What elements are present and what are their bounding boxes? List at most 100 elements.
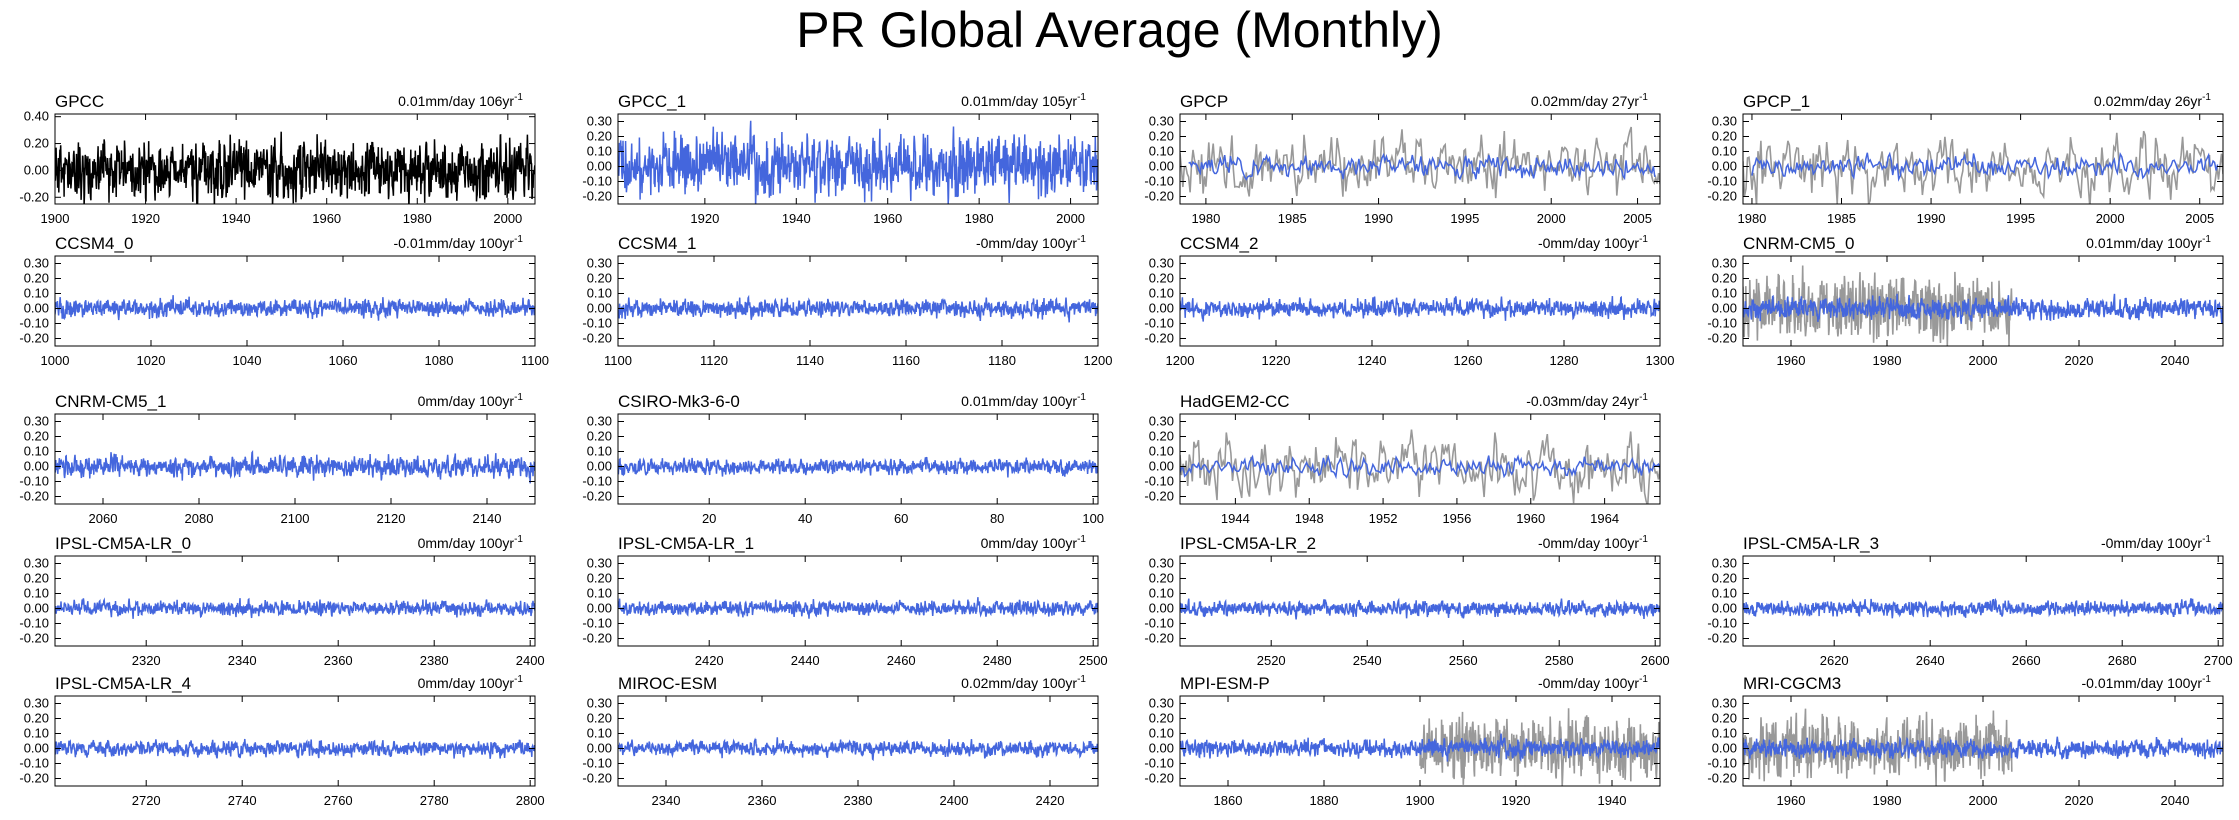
y-tick-label: 0.10 [1712,586,1737,601]
plot-frame [1179,413,1661,505]
x-tick-label: 2440 [791,653,820,668]
x-tick-label: 1240 [1358,353,1387,368]
y-tick-label: 0.30 [1149,696,1174,711]
trend-value: 0.02mm/day 26yr [2094,93,2202,109]
trend-value: -0.01mm/day 100yr [2081,675,2202,691]
panel-trend: -0.01mm/day 100yr-1 [2081,674,2211,691]
y-tick-label: -0.20 [1144,631,1174,646]
x-tick-label: 2460 [887,653,916,668]
y-tick-label: -0.10 [1707,756,1737,771]
panel-title: CCSM4_1 [618,234,696,253]
x-tick-label: 2000 [1537,211,1566,226]
x-tick-label: 60 [894,511,908,526]
x-tick-label: 1940 [782,211,811,226]
x-tick-label: 1100 [521,353,549,368]
plot-frame [617,555,1099,647]
x-tick-label: 1960 [1777,793,1806,808]
y-tick-label: 0.00 [587,301,612,316]
y-tick-label: 0.00 [24,301,49,316]
panel-title: CNRM-CM5_0 [1743,234,1854,253]
x-tick-label: 1260 [1454,353,1483,368]
series-line-model-ipsl-cm5a-lr-2 [1180,597,1660,620]
panel-title: MIROC-ESM [618,674,717,693]
trend-exponent: -1 [1639,534,1648,545]
series-line-model-gpcp [1188,152,1656,181]
panel-csiro-mk3-6-0: 0.300.200.100.00-0.10-0.20 20 40 60 80 100 CSI… [582,392,1104,526]
series-line-model-gpcp-1 [1751,151,2219,182]
panel-title: IPSL-CM5A-LR_4 [55,674,191,693]
y-tick-label: 0.30 [587,556,612,571]
y-tick-label: 0.00 [24,741,49,756]
x-tick-label: 1860 [1214,793,1243,808]
x-tick-label: 2540 [1353,653,1382,668]
panel-ccsm4-2: 0.300.200.100.00-0.10-0.20 1200 1220 1240 12… [1144,234,1674,368]
x-tick-label: 2420 [695,653,724,668]
trend-value: 0mm/day 100yr [418,675,515,691]
trend-exponent: -1 [514,234,523,245]
x-tick-label: 1990 [1917,211,1946,226]
trend-exponent: -1 [1077,534,1086,545]
y-tick-label: 0.20 [1149,571,1174,586]
panel-trend: -0.01mm/day 100yr-1 [393,234,523,251]
plot-frame [617,255,1099,347]
y-tick-label: 0.00 [1712,741,1737,756]
x-tick-label: 2520 [1257,653,1286,668]
x-tick-label: 1920 [131,211,160,226]
y-tick-label: 0.20 [1149,429,1174,444]
x-tick-label: 2320 [132,653,161,668]
x-tick-label: 1080 [425,353,454,368]
panel-trend: 0.01mm/day 106yr-1 [398,92,523,109]
x-tick-label: 2400 [516,653,545,668]
plot-frame [617,695,1099,787]
x-tick-label: 2620 [1820,653,1849,668]
trend-value: 0mm/day 100yr [981,535,1078,551]
x-tick-label: 2000 [1969,353,1998,368]
y-tick-label: -0.20 [582,331,612,346]
trend-value: -0.03mm/day 24yr [1526,393,1639,409]
y-tick-label: -0.10 [582,174,612,189]
y-tick-label: 0.00 [24,162,49,177]
series-line-model-miroc-esm [618,737,1098,762]
panel-title: CCSM4_2 [1180,234,1258,253]
y-tick-label: 0.10 [1149,726,1174,741]
y-tick-label: -0.10 [582,616,612,631]
panel-trend: -0mm/day 100yr-1 [976,234,1086,251]
y-tick-label: -0.10 [582,474,612,489]
y-tick-label: 0.00 [1149,159,1174,174]
x-tick-label: 2680 [2108,653,2137,668]
panel-title: GPCP_1 [1743,92,1810,111]
x-tick-label: 2060 [89,511,118,526]
x-tick-label: 2560 [1449,653,1478,668]
series-line-model-gpcc-1 [618,120,1098,204]
y-tick-label: 0.30 [1149,256,1174,271]
x-tick-label: 1960 [312,211,341,226]
y-tick-label: 0.00 [1149,741,1174,756]
x-tick-label: 2000 [493,211,522,226]
y-tick-label: -0.20 [582,771,612,786]
y-tick-label: -0.10 [19,756,49,771]
trend-exponent: -1 [514,92,523,103]
y-tick-label: 0.00 [1149,301,1174,316]
y-tick-label: -0.10 [1707,316,1737,331]
y-tick-label: -0.10 [1707,616,1737,631]
y-tick-label: 0.10 [24,586,49,601]
trend-value: -0.01mm/day 100yr [393,235,514,251]
y-tick-label: 0.20 [587,271,612,286]
x-tick-label: 2020 [2065,793,2094,808]
series-line-model-mri-cgcm3 [1743,735,2223,760]
y-tick-label: 0.00 [1149,601,1174,616]
y-tick-label: -0.10 [582,756,612,771]
y-tick-label: 0.30 [587,114,612,129]
y-tick-label: 0.00 [587,459,612,474]
y-tick-label: -0.10 [19,316,49,331]
panel-ipsl-cm5a-lr-1: 0.300.200.100.00-0.10-0.20 2420 2440 2460 24… [582,534,1107,668]
y-tick-label: -0.10 [1144,316,1174,331]
x-tick-label: 1980 [1191,211,1220,226]
y-tick-label: 0.10 [1712,726,1737,741]
y-tick-label: 0.30 [1149,414,1174,429]
y-tick-label: 0.30 [587,256,612,271]
panel-trend: -0mm/day 100yr-1 [1538,234,1648,251]
x-tick-label: 2480 [983,653,1012,668]
